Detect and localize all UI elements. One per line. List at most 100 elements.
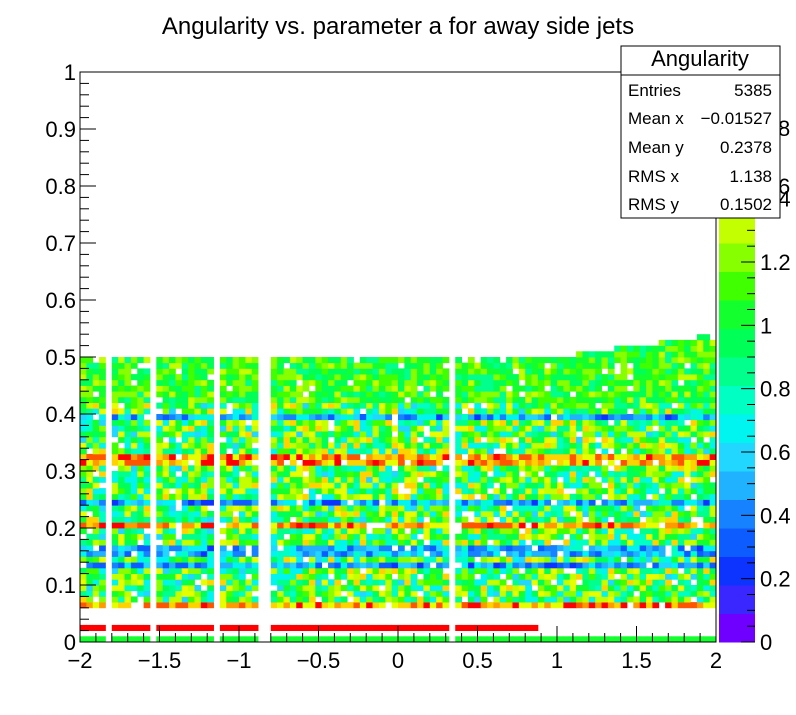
heatmap-cell	[684, 374, 691, 381]
heatmap-cell	[175, 391, 183, 398]
heatmap-cell	[512, 414, 520, 421]
heatmap-cell	[118, 556, 125, 563]
heatmap-cell	[665, 556, 672, 563]
heatmap-cell	[626, 436, 634, 443]
heatmap-cell	[308, 528, 316, 535]
heatmap-cell	[111, 471, 119, 478]
heatmap-cell	[296, 539, 303, 546]
heatmap-cell	[239, 596, 246, 603]
heatmap-cell	[671, 516, 679, 523]
heatmap-cell	[270, 379, 278, 386]
heatmap-cell	[518, 408, 526, 415]
heatmap-cell	[544, 562, 552, 569]
heatmap-cell	[639, 351, 647, 358]
heatmap-cell	[283, 402, 291, 409]
heatmap-cell	[245, 436, 253, 443]
heatmap-cell	[442, 419, 450, 426]
heatmap-cell	[315, 499, 323, 506]
heatmap-cell	[557, 636, 564, 643]
heatmap-cell	[595, 351, 602, 358]
heatmap-cell	[347, 368, 354, 375]
heatmap-cell	[181, 636, 189, 643]
heatmap-cell	[359, 596, 367, 603]
heatmap-cell	[86, 602, 94, 609]
heatmap-cell	[512, 522, 520, 529]
heatmap-cell	[709, 550, 717, 557]
heatmap-cell	[684, 602, 691, 609]
heatmap-cell	[372, 562, 380, 569]
heatmap-cell	[633, 545, 641, 552]
heatmap-cell	[467, 579, 475, 586]
heatmap-cell	[130, 585, 138, 592]
heatmap-cell	[601, 602, 609, 609]
heatmap-cell	[576, 505, 583, 512]
heatmap-cell	[194, 562, 202, 569]
heatmap-cell	[239, 391, 246, 398]
heatmap-cell	[200, 528, 208, 535]
heatmap-cell	[353, 550, 361, 557]
heatmap-cell	[251, 539, 259, 546]
heatmap-cell	[607, 539, 615, 546]
heatmap-cell	[658, 465, 666, 472]
heatmap-cell	[372, 579, 380, 586]
heatmap-cell	[607, 579, 615, 586]
heatmap-cell	[480, 562, 488, 569]
heatmap-cell	[181, 379, 189, 386]
heatmap-cell	[525, 567, 532, 574]
heatmap-cell	[181, 391, 189, 398]
heatmap-cell	[194, 528, 202, 535]
heatmap-cell	[601, 374, 609, 381]
heatmap-cell	[467, 636, 475, 643]
heatmap-cell	[232, 471, 240, 478]
heatmap-cell	[550, 636, 558, 643]
heatmap-cell	[658, 368, 666, 375]
heatmap-cell	[607, 379, 615, 386]
palette-swatch	[719, 528, 755, 557]
heatmap-cell	[569, 448, 577, 455]
x-tick-label: −2	[67, 648, 92, 673]
heatmap-cell	[359, 374, 367, 381]
heatmap-cell	[442, 482, 450, 489]
heatmap-cell	[531, 425, 539, 432]
heatmap-cell	[646, 585, 653, 592]
heatmap-cell	[690, 567, 698, 574]
heatmap-cell	[557, 419, 564, 426]
heatmap-cell	[219, 425, 227, 432]
heatmap-cell	[353, 459, 361, 466]
heatmap-cell	[283, 550, 291, 557]
heatmap-cell	[398, 528, 405, 535]
heatmap-cell	[137, 379, 144, 386]
heatmap-cell	[487, 522, 494, 529]
heatmap-cell	[289, 448, 297, 455]
heatmap-cell	[156, 573, 164, 580]
heatmap-cell	[525, 402, 532, 409]
heatmap-cell	[601, 419, 609, 426]
heatmap-cell	[684, 522, 691, 529]
heatmap-cell	[652, 385, 660, 392]
heatmap-cell	[467, 419, 475, 426]
heatmap-cell	[296, 624, 303, 631]
heatmap-cell	[563, 596, 571, 603]
heatmap-cell	[696, 528, 704, 535]
heatmap-cell	[366, 567, 373, 574]
heatmap-cell	[239, 550, 246, 557]
heatmap-cell	[455, 357, 462, 364]
heatmap-cell	[321, 442, 329, 449]
heatmap-cell	[404, 510, 412, 517]
heatmap-cell	[671, 379, 679, 386]
stats-label-entries: Entries	[628, 81, 681, 100]
heatmap-cell	[124, 368, 132, 375]
heatmap-cell	[80, 602, 87, 609]
heatmap-cell	[353, 624, 361, 631]
heatmap-cell	[467, 476, 475, 483]
heatmap-cell	[429, 379, 437, 386]
heatmap-cell	[588, 567, 596, 574]
heatmap-cell	[512, 357, 520, 364]
heatmap-cell	[289, 636, 297, 643]
heatmap-cell	[219, 493, 227, 500]
heatmap-cell	[328, 579, 335, 586]
heatmap-cell	[226, 556, 234, 563]
heatmap-cell	[340, 482, 348, 489]
heatmap-cell	[334, 431, 342, 438]
heatmap-cell	[423, 533, 431, 540]
